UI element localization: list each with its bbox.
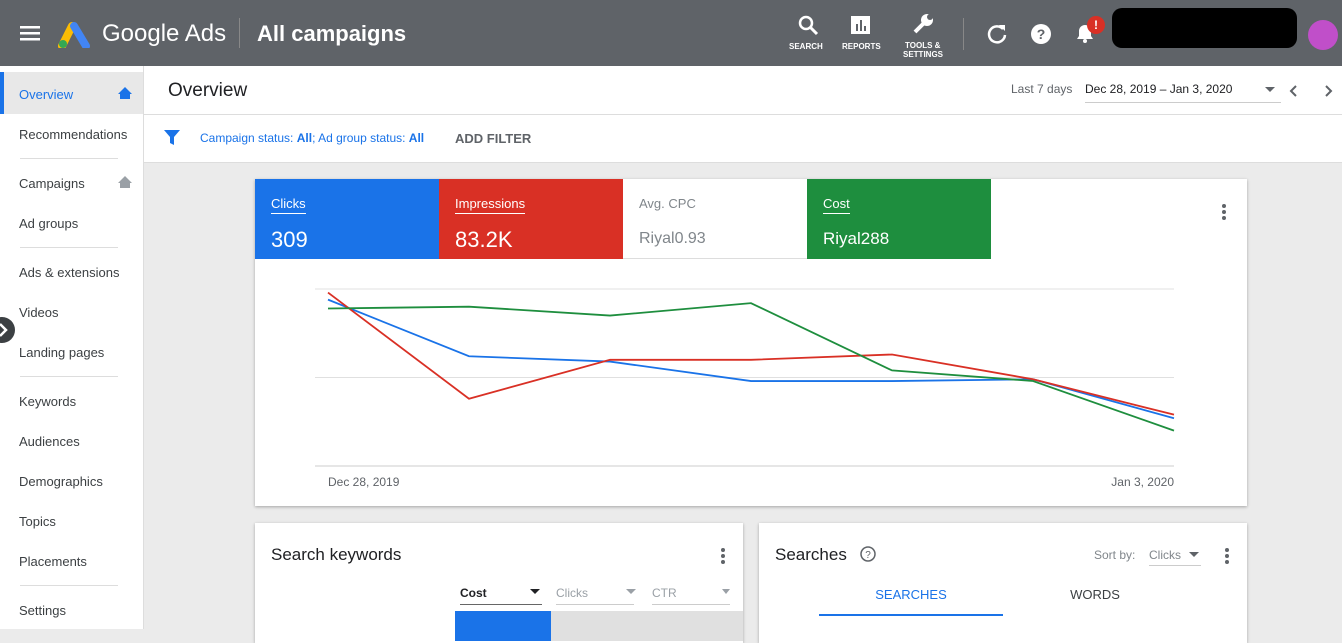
- metric-tile[interactable]: Impressions 83.2K: [439, 179, 623, 259]
- line-chart: Dec 28, 2019 Jan 3, 2020: [315, 288, 1175, 489]
- metric-label: Clicks: [271, 196, 306, 214]
- nav-item[interactable]: Settings: [19, 603, 66, 618]
- notification-badge: !: [1087, 16, 1105, 34]
- nav-item[interactable]: Ads & extensions: [19, 265, 120, 280]
- svg-text:?: ?: [865, 550, 871, 561]
- svg-text:?: ?: [1037, 26, 1046, 42]
- logo: [58, 22, 90, 48]
- x-tick-label: Jan 3, 2020: [1111, 475, 1174, 489]
- series-line: [327, 302, 1175, 432]
- filter-part: Campaign status:: [200, 131, 297, 145]
- sort-select[interactable]: Clicks: [1149, 548, 1201, 566]
- column-header[interactable]: CTR: [652, 586, 730, 605]
- sort-label: Sort by:: [1094, 548, 1136, 562]
- column-header[interactable]: Clicks: [556, 586, 634, 605]
- date-range[interactable]: Dec 28, 2019 – Jan 3, 2020: [1085, 82, 1281, 103]
- nav-item[interactable]: Placements: [19, 554, 87, 569]
- search-icon[interactable]: [797, 14, 819, 36]
- redacted-account: [1112, 8, 1297, 48]
- card-title: Search keywords: [271, 545, 402, 564]
- tools-label[interactable]: TOOLS &: [905, 41, 941, 50]
- nav-item[interactable]: Landing pages: [19, 345, 105, 360]
- series-line: [327, 291, 1175, 416]
- nav-item[interactable]: Recommendations: [19, 127, 128, 142]
- metric-value: 309: [271, 227, 308, 252]
- page-title: Overview: [168, 80, 248, 101]
- search-keywords-card: Search keywords Cost Clicks CTR: [255, 523, 743, 643]
- filter-part: ; Ad group status:: [312, 131, 409, 145]
- metric-value: Riyal0.93: [639, 230, 706, 247]
- column-header[interactable]: Cost: [460, 586, 542, 605]
- date-range-label: Last 7 days: [1011, 82, 1073, 96]
- nav-item[interactable]: Videos: [19, 305, 59, 320]
- nav-item[interactable]: Topics: [19, 514, 56, 529]
- reports-label[interactable]: REPORTS: [842, 42, 881, 51]
- nav-item[interactable]: Keywords: [19, 394, 77, 409]
- metric-value: 83.2K: [455, 227, 513, 252]
- help-icon[interactable]: ?: [1030, 23, 1052, 45]
- metric-value: Riyal288: [823, 229, 890, 248]
- top-bar: Google Ads All campaigns SEARCH REPORTS …: [0, 0, 1342, 66]
- refresh-icon[interactable]: [986, 23, 1008, 45]
- metric-tile[interactable]: Clicks 309: [255, 179, 439, 259]
- collapse-toggle[interactable]: [0, 316, 16, 344]
- metric-label: Avg. CPC: [639, 196, 696, 211]
- tab[interactable]: SEARCHES: [819, 587, 1003, 616]
- search-label[interactable]: SEARCH: [789, 42, 823, 51]
- avatar[interactable]: [1308, 20, 1338, 50]
- metric-label: Impressions: [455, 196, 526, 214]
- overview-bar: Overview Last 7 days Dec 28, 2019 – Jan …: [144, 66, 1342, 115]
- filter-text[interactable]: Campaign status: All; Ad group status: A…: [200, 131, 424, 145]
- performance-card: Clicks 309 Impressions 83.2K Avg. CPC Riyal…: [255, 179, 1247, 506]
- filter-part: All: [296, 131, 313, 145]
- nav-item[interactable]: Audiences: [19, 434, 80, 449]
- tab[interactable]: WORDS: [1070, 587, 1120, 602]
- searches-card: Searches ? Sort by: Clicks SEARCHES WORD…: [759, 523, 1247, 643]
- tools-icon[interactable]: [911, 12, 935, 36]
- sidebar: Overview Recommendations Campaigns Ad gr…: [0, 66, 144, 629]
- reports-icon[interactable]: [850, 15, 872, 35]
- x-tick-label: Dec 28, 2019: [328, 475, 400, 489]
- more-menu[interactable]: [1221, 203, 1227, 221]
- nav-item[interactable]: Ad groups: [19, 216, 79, 231]
- nav-item[interactable]: Demographics: [19, 474, 103, 489]
- add-filter[interactable]: ADD FILTER: [455, 131, 532, 146]
- metric-tile[interactable]: Avg. CPC Riyal0.93: [623, 179, 807, 259]
- metric-tile[interactable]: Cost Riyal288: [807, 179, 991, 259]
- filter-part: All: [408, 131, 425, 145]
- card-title: Searches: [775, 545, 847, 564]
- nav-item[interactable]: Campaigns: [19, 176, 85, 191]
- filter-bar: Campaign status: All; Ad group status: A…: [144, 115, 1342, 163]
- tools-label[interactable]: SETTINGS: [903, 50, 944, 59]
- product-name: Google Ads: [102, 20, 227, 47]
- menu-icon[interactable]: [20, 24, 42, 42]
- nav-item[interactable]: Overview: [19, 87, 74, 102]
- metric-label: Cost: [823, 196, 850, 214]
- header-title: All campaigns: [257, 21, 407, 46]
